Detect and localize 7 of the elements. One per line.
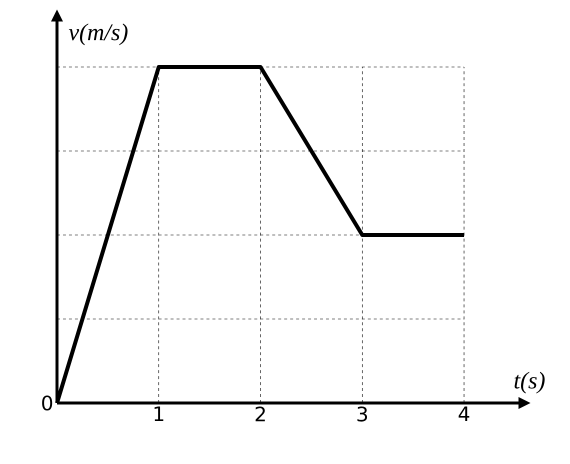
annotation: 0	[42, 395, 52, 411]
x-tick-label: 2	[256, 406, 265, 422]
x-tick-label: 4	[458, 406, 470, 422]
x-axis-title: t(s)	[514, 372, 545, 394]
x-tick-label: 3	[357, 406, 368, 422]
x-tick-label: 1	[154, 406, 164, 422]
y-axis-title: v(m/s)	[68, 24, 128, 46]
